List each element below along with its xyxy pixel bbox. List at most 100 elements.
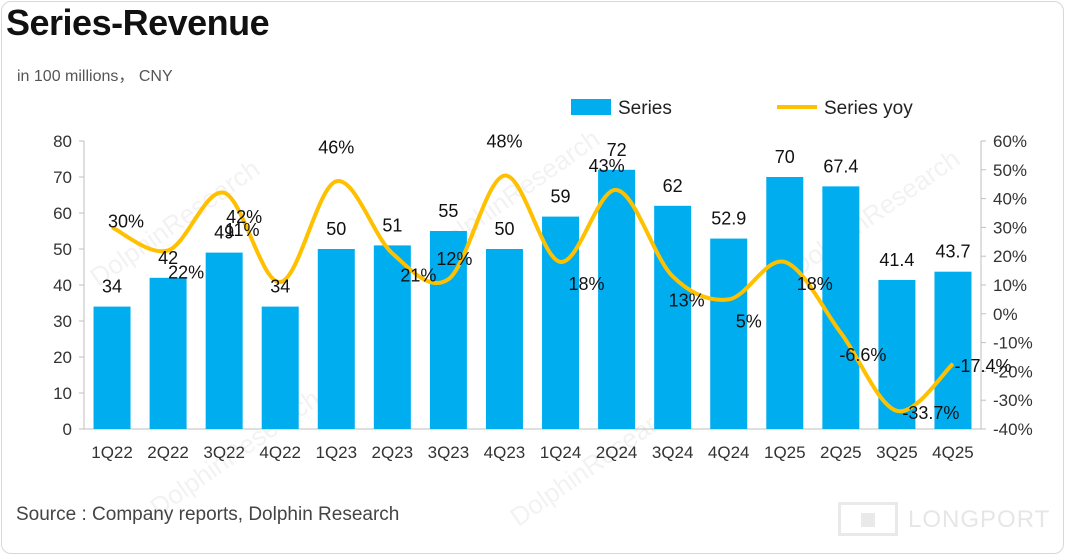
right-tick-label: 50% xyxy=(993,161,1027,180)
yoy-value-label: 18% xyxy=(569,274,605,294)
bar xyxy=(93,306,131,429)
yoy-point xyxy=(896,410,898,412)
bar xyxy=(710,238,748,429)
left-tick-label: 60 xyxy=(53,204,72,223)
x-tick-label: 1Q25 xyxy=(764,443,806,462)
yoy-point xyxy=(784,261,786,263)
x-tick-label: 2Q24 xyxy=(596,443,638,462)
bar xyxy=(654,205,692,429)
x-tick-label: 4Q24 xyxy=(708,443,750,462)
bar-value-label: 41.4 xyxy=(879,250,914,270)
right-tick-label: 60% xyxy=(993,132,1027,151)
bar-value-label: 50 xyxy=(326,219,346,239)
yoy-value-label: 18% xyxy=(797,274,833,294)
yoy-value-label: 11% xyxy=(225,220,260,240)
bar-value-label: 55 xyxy=(438,201,458,221)
yoy-value-label: 12% xyxy=(436,249,472,269)
bar-value-label: 70 xyxy=(775,147,795,167)
x-tick-label: 4Q22 xyxy=(259,443,301,462)
yoy-value-label: 5% xyxy=(736,311,762,331)
x-tick-label: 1Q23 xyxy=(315,443,357,462)
left-tick-label: 10 xyxy=(53,384,72,403)
longport-logo: LONGPORT xyxy=(838,500,1052,540)
yoy-point xyxy=(223,192,225,194)
yoy-point xyxy=(391,252,393,254)
bar xyxy=(766,177,804,429)
yoy-point xyxy=(952,363,954,365)
yoy-value-label: 42% xyxy=(226,207,262,227)
longport-logo-mark xyxy=(838,502,898,536)
longport-logo-text: LONGPORT xyxy=(908,506,1051,533)
left-tick-label: 50 xyxy=(53,240,72,259)
bar-value-label: 62 xyxy=(663,176,683,196)
yoy-line-series xyxy=(111,173,955,414)
right-tick-label: -10% xyxy=(993,334,1033,353)
bar-value-label: 43.7 xyxy=(935,242,970,262)
bar xyxy=(934,271,972,429)
yoy-point xyxy=(111,226,113,228)
yoy-point xyxy=(279,281,281,283)
x-tick-label: 4Q23 xyxy=(484,443,526,462)
legend: Series Series yoy xyxy=(571,98,913,119)
legend-line-label: Series yoy xyxy=(824,98,913,119)
bar xyxy=(373,245,411,429)
source-note: Source : Company reports, Dolphin Resear… xyxy=(16,504,400,525)
x-tick-label: 2Q23 xyxy=(372,443,414,462)
yoy-value-label: -6.6% xyxy=(839,345,886,365)
x-tick-label: 2Q22 xyxy=(147,443,189,462)
x-tick-label: 2Q25 xyxy=(820,443,862,462)
bar xyxy=(205,252,243,429)
bar-value-label: 52.9 xyxy=(711,209,746,229)
yoy-value-label: 43% xyxy=(589,156,625,176)
left-tick-label: 20 xyxy=(53,348,72,367)
data-labels: 34 42 49 34 50 51 55 50 59 72 62 52.9 70 67.4 41.4 43.7… xyxy=(102,132,1011,423)
bar-series xyxy=(93,169,972,430)
yoy-point xyxy=(616,189,618,191)
left-tick-label: 40 xyxy=(53,276,72,295)
x-tick-label: 3Q24 xyxy=(652,443,694,462)
axes: 0 10 20 30 40 50 60 70 80 -40% -30% -20% -10% 0% 10% 20… xyxy=(53,132,1033,462)
left-tick-label: 70 xyxy=(53,168,72,187)
left-tick-label: 80 xyxy=(53,132,72,151)
bar-value-label: 72 xyxy=(607,140,627,160)
yoy-point xyxy=(447,278,449,280)
x-tick-label: 3Q23 xyxy=(428,443,470,462)
yoy-value-label: -17.4% xyxy=(954,356,1011,376)
x-tick-label: 4Q25 xyxy=(932,443,974,462)
yoy-value-label: 13% xyxy=(669,290,705,310)
right-tick-label: -30% xyxy=(993,391,1033,410)
x-tick-label: 3Q25 xyxy=(876,443,918,462)
yoy-point xyxy=(672,275,674,277)
bar xyxy=(822,186,860,429)
yoy-point xyxy=(335,180,337,182)
right-tick-label: 20% xyxy=(993,247,1027,266)
x-tick-label: 1Q24 xyxy=(540,443,582,462)
yoy-point xyxy=(167,249,169,251)
x-tick-label: 3Q22 xyxy=(203,443,245,462)
yoy-point xyxy=(503,175,505,177)
right-tick-label: 10% xyxy=(993,276,1027,295)
legend-bar-label: Series xyxy=(618,98,672,119)
yoy-value-label: -33.7% xyxy=(902,403,959,423)
right-tick-label: 0% xyxy=(993,305,1018,324)
yoy-point xyxy=(560,261,562,263)
bar xyxy=(317,249,355,429)
yoy-value-label: 48% xyxy=(486,132,522,152)
bar-value-label: 50 xyxy=(494,219,514,239)
right-tick-label: 40% xyxy=(993,190,1027,209)
bar xyxy=(598,169,636,430)
x-tick-label: 1Q22 xyxy=(91,443,133,462)
bar-value-label: 49 xyxy=(214,223,234,243)
bar xyxy=(149,277,187,429)
unit-note: in 100 millions， CNY xyxy=(17,68,173,85)
bar xyxy=(485,249,523,429)
bar xyxy=(261,306,299,429)
yoy-value-label: 30% xyxy=(108,211,144,231)
right-tick-label: -40% xyxy=(993,420,1033,439)
yoy-point xyxy=(840,332,842,334)
bar-value-label: 51 xyxy=(382,215,402,235)
bar-value-label: 34 xyxy=(102,277,122,297)
yoy-value-label: 22% xyxy=(168,262,204,282)
left-tick-label: 30 xyxy=(53,312,72,331)
